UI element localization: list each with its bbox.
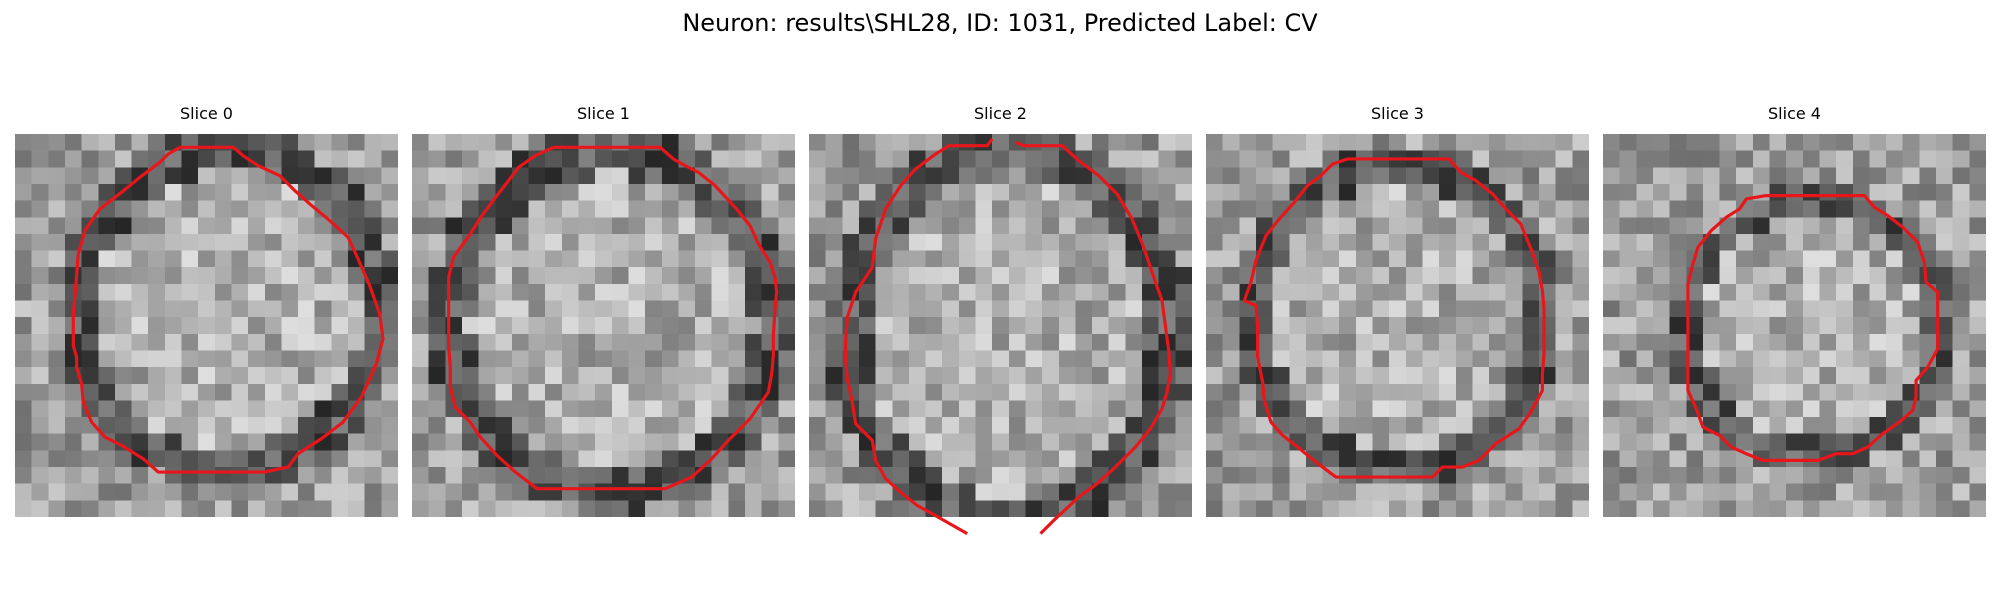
neuron-contour <box>1686 194 1940 462</box>
slice-panel-3: Slice 3 <box>1206 104 1589 517</box>
neuron-contour <box>1242 157 1546 479</box>
figure-title: Neuron: results\SHL28, ID: 1031, Predict… <box>682 9 1318 37</box>
neuron-contour <box>844 138 994 536</box>
microscopy-image <box>1603 134 1986 517</box>
slice-panel-2: Slice 2 <box>809 104 1192 536</box>
slice-title: Slice 4 <box>1768 104 1821 123</box>
neuron-contour-overlay <box>1686 194 1940 462</box>
neuron-contour-overlay <box>71 145 385 474</box>
slice-title: Slice 2 <box>974 104 1027 123</box>
slice-panel-0: Slice 0 <box>15 104 398 517</box>
slice-title: Slice 0 <box>180 104 233 123</box>
neuron-contour <box>447 145 779 491</box>
slice-panel-4: Slice 4 <box>1603 104 1986 517</box>
slice-title: Slice 1 <box>577 104 630 123</box>
neuron-contour-overlay <box>1242 157 1546 479</box>
neuron-contour <box>71 145 385 474</box>
slice-panel-1: Slice 1 <box>412 104 795 517</box>
neuron-contour <box>1014 140 1172 535</box>
microscopy-image <box>15 134 398 517</box>
neuron-contour-overlay <box>447 145 779 491</box>
microscopy-image <box>1206 134 1589 517</box>
microscopy-image <box>412 134 795 517</box>
neuron-contour-overlay <box>844 138 1172 536</box>
slice-title: Slice 3 <box>1371 104 1424 123</box>
